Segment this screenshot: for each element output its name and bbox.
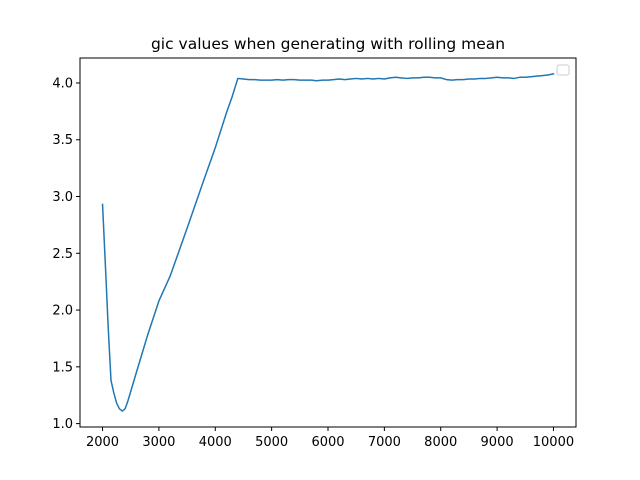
- x-tick-label: 9000: [481, 435, 514, 450]
- axes-frame: [79, 57, 577, 428]
- legend-box: [556, 64, 570, 76]
- y-tick-label: 4.0: [52, 76, 73, 91]
- x-tick-label: 8000: [424, 435, 457, 450]
- series-line-0: [101, 73, 555, 412]
- y-tick-label: 1.5: [52, 360, 73, 375]
- x-tick-label: 7000: [368, 435, 401, 450]
- x-tick-label: 6000: [311, 435, 344, 450]
- y-tick-label: 3.0: [52, 190, 73, 205]
- y-tick-label: 3.5: [52, 133, 73, 148]
- x-tick-label: 10000: [533, 435, 574, 450]
- x-tick-label: 4000: [199, 435, 232, 450]
- y-tick-label: 1.0: [52, 417, 73, 432]
- y-tick-label: 2.0: [52, 304, 73, 319]
- plot-area: 2000 3000 4000 5000 6000 7000 8000 9000 10000 1.0…: [52, 57, 577, 450]
- chart-title: gic values when generating with rolling …: [151, 35, 505, 53]
- y-tick-label: 2.5: [52, 247, 73, 262]
- x-tick-label: 5000: [255, 435, 288, 450]
- x-tick-label: 2000: [86, 435, 119, 450]
- x-tick-label: 3000: [142, 435, 175, 450]
